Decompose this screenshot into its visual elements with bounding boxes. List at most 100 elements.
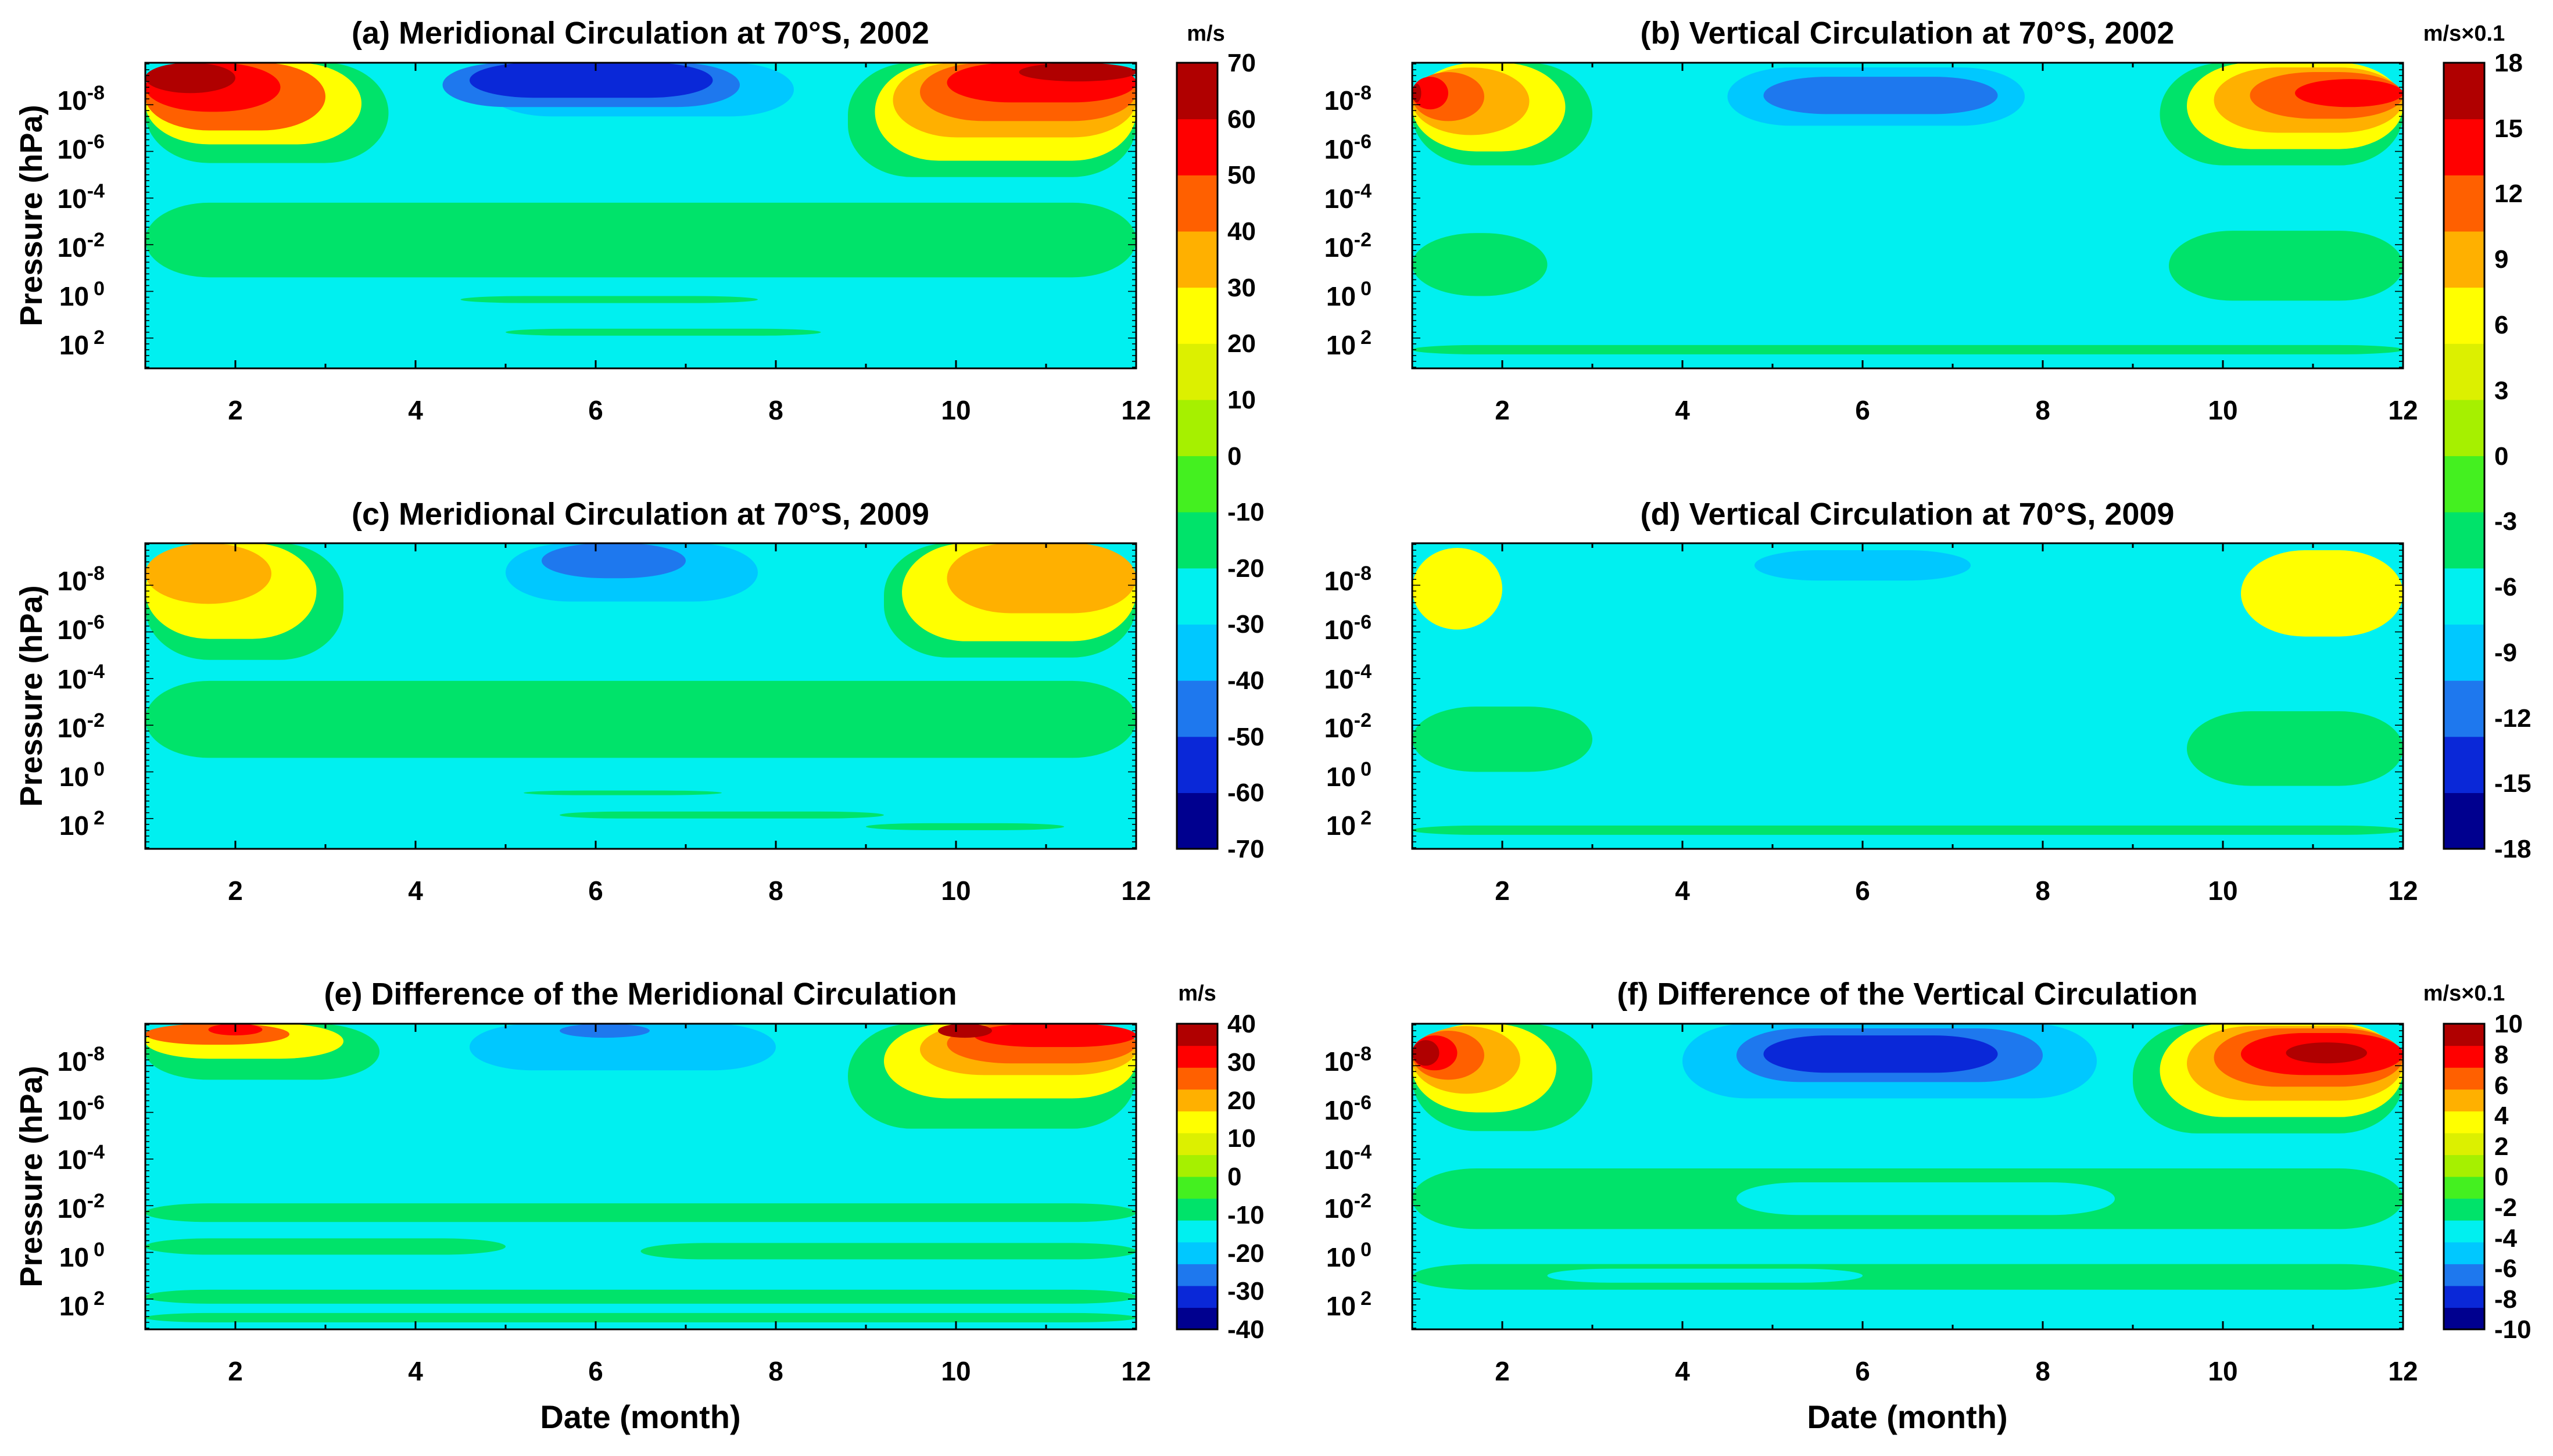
y-tick-label: 10-8 [1324,1043,1372,1077]
y-tick-label: 10 0 [1326,758,1372,792]
colorbar-tick-label: 20 [1227,329,1256,358]
x-tick-label: 8 [2035,876,2050,906]
colorbar-swatch [1177,624,1218,681]
colorbar-tick-label: 0 [2494,442,2508,471]
contour-region [145,1203,1136,1222]
panel-b: (b) Vertical Circulation at 70°S, 2002 2… [1324,16,2418,425]
colorbar-swatch [2444,231,2484,288]
colorbar-swatch [2444,624,2484,681]
x-tick-labels: 2 4 6 8 10 12 [1495,876,2418,906]
contour-region [506,328,821,336]
panel-f: (f) Difference of the Vertical Circulati… [1324,977,2418,1435]
x-tick-label: 4 [408,395,423,425]
x-tick-label: 2 [1495,1356,1510,1386]
colorbar-tick-label: -2 [2494,1193,2517,1222]
colorbar-tick-label: -40 [1227,666,1265,695]
colorbar-tick-label: 30 [1227,1048,1256,1077]
contour-region [145,543,271,604]
colorbar-tick-label: -18 [2494,835,2531,863]
colorbar-swatch [1177,1089,1218,1111]
y-tick-labels: 10-8 10-6 10-4 10-2 10 0 10 2 [1324,562,1372,841]
contour-field [145,63,1136,368]
colorbar-tick-label: -30 [1227,1277,1265,1306]
panel-title: (c) Meridional Circulation at 70°S, 2009 [352,497,929,532]
colorbar-swatch [2444,343,2484,400]
y-tick-label: 10-8 [58,82,105,116]
colorbar-tick-label: -6 [2494,1254,2517,1283]
y-tick-label: 10-6 [1324,131,1372,164]
contour-region [1628,543,2142,660]
colorbar-tick-label: 50 [1227,161,1256,189]
contour-region [542,543,686,579]
contour-field [1412,543,2403,849]
panel-title: (e) Difference of the Meridional Circula… [324,977,957,1012]
panel-title: (b) Vertical Circulation at 70°S, 2002 [1641,16,2175,51]
colorbar-tick-label: -4 [2494,1224,2518,1253]
colorbar-swatch [1177,399,1218,457]
colorbar-tick-label: -20 [1227,1239,1265,1268]
y-tick-label: 10 2 [1326,327,1372,360]
colorbar-tick-label: 60 [1227,105,1256,134]
colorbar-tick-label: 0 [2494,1163,2508,1191]
contour-region [470,1024,776,1071]
colorbar-swatch [1177,1285,1218,1308]
contour-region [1019,63,1136,82]
colorbar-tick-label: -6 [2494,573,2517,601]
contour-region [145,1238,506,1255]
colorbar-swatch [2444,456,2484,512]
contour-field [145,543,1136,849]
colorbar-tick-label: 20 [1227,1086,1256,1115]
colorbar-tick-label: -10 [2494,1315,2531,1344]
colorbar-swatch [2444,1264,2484,1286]
colorbar-swatch [1177,680,1218,737]
x-tick-label: 10 [941,1356,971,1386]
y-tick-label: 10-4 [58,1141,105,1175]
x-tick-label: 10 [2208,395,2237,425]
contour-region [524,790,722,795]
x-tick-label: 12 [1121,876,1151,906]
y-tick-labels: 10-8 10-6 10-4 10-2 10 0 10 2 [58,1043,105,1321]
contour-region [1412,825,2403,835]
contour-region [1412,548,1502,630]
colorbar-swatch [2444,1111,2484,1134]
colorbar-swatch [2444,1024,2484,1046]
panel-e: (e) Difference of the Meridional Circula… [14,977,1151,1435]
colorbar-swatch [2444,1154,2484,1177]
colorbar-swatch [2444,1132,2484,1156]
x-tick-label: 12 [1121,395,1151,425]
x-tick-label: 12 [2388,876,2418,906]
colorbar-swatch [2444,1198,2484,1221]
colorbar-tick-label: 3 [2494,376,2508,405]
x-axis-label: Date (month) [1807,1398,2007,1435]
colorbar-tick-label: -30 [1227,610,1265,639]
colorbar-difference-meridional: m/s 40 30 20 10 0 -10 -20 -30 -40 [1176,981,1265,1344]
contour-region [145,1312,1136,1322]
contour-region [560,1024,650,1038]
y-tick-label: 10 0 [59,758,105,792]
colorbar-tick-label: -3 [2494,507,2517,536]
panel-a: (a) Meridional Circulation at 70°S, 2002… [14,16,1151,425]
colorbar-tick-labels: 10 8 6 4 2 0 -2 -4 -6 -8 -10 [2494,1010,2531,1344]
colorbar-swatch [2444,119,2484,175]
y-tick-label: 10 0 [1326,278,1372,311]
contour-region [2169,231,2403,301]
y-tick-label: 10-2 [1324,1190,1372,1224]
x-tick-labels: 2 4 6 8 10 12 [1495,1356,2418,1386]
contour-region [1412,676,2403,712]
colorbar-tick-label: 30 [1227,274,1256,302]
x-tick-label: 2 [1495,395,1510,425]
panel-d: (d) Vertical Circulation at 70°S, 2009 2… [1324,497,2418,906]
colorbar-tick-label: 0 [1227,1163,1241,1191]
x-tick-labels: 2 4 6 8 10 12 [228,1356,1151,1386]
contour-region [1736,1182,2115,1215]
y-tick-label: 10-6 [1324,1092,1372,1125]
tick-marks [1411,63,2404,368]
contour-region [1412,84,1421,103]
y-tick-label: 10 2 [1326,1288,1372,1321]
colorbar-tick-label: 10 [2494,1010,2523,1038]
x-tick-labels: 2 4 6 8 10 12 [228,395,1151,425]
colorbar-swatch [1177,1198,1218,1221]
x-tick-label: 6 [1855,395,1870,425]
colorbar-frame [1176,62,1219,850]
